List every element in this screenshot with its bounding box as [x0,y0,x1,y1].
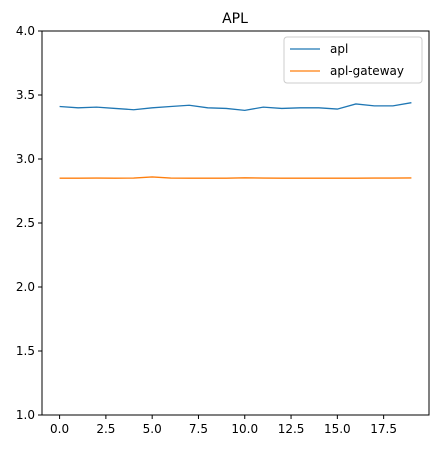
y-tick-label: 3.5 [16,88,35,102]
x-tick-label: 0.0 [50,422,69,436]
x-tick-label: 15.0 [324,422,351,436]
x-tick-label: 12.5 [278,422,305,436]
plot-area [41,30,430,416]
y-tick-label: 3.0 [16,152,35,166]
legend-label-1: apl [330,42,348,56]
x-tick-label: 17.5 [370,422,397,436]
legend: apl apl-gateway [283,36,423,84]
x-tick-label: 10.0 [231,422,258,436]
y-tick-label: 4.0 [16,24,35,38]
y-tick-label: 2.0 [16,280,35,294]
y-tick-label: 2.5 [16,216,35,230]
series-line-1 [59,102,412,112]
y-tick-label: 1.0 [16,408,35,422]
y-tick-label: 1.5 [16,344,35,358]
legend-label-2: apl-gateway [330,64,404,78]
x-tick-label: 7.5 [189,422,208,436]
x-axis: 0.0 2.5 5.0 7.5 10.0 12.5 15.0 17.5 [50,415,397,436]
x-tick-label: 5.0 [143,422,162,436]
x-tick-label: 2.5 [96,422,115,436]
y-axis: 1.0 1.5 2.0 2.5 3.0 3.5 4.0 [16,24,42,422]
plot-frame [41,30,430,416]
chart-title: APL [222,11,248,27]
series-line-2 [59,176,412,179]
